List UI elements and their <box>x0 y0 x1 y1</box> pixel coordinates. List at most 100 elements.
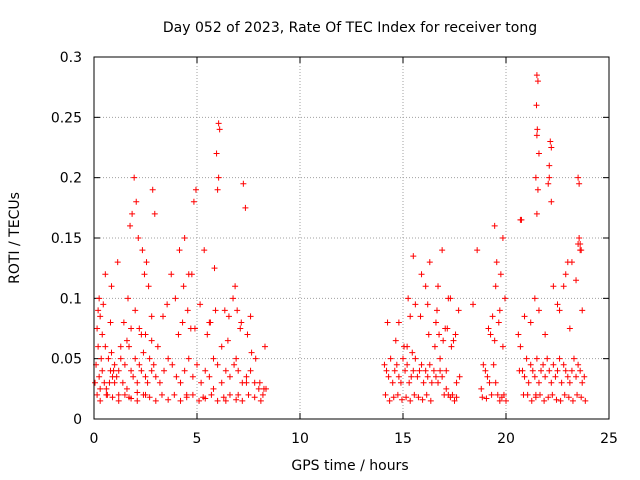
data-point <box>409 349 416 356</box>
data-point <box>410 253 417 260</box>
data-point <box>439 247 446 254</box>
data-point <box>395 319 402 326</box>
data-point <box>548 198 555 205</box>
data-point <box>491 222 498 229</box>
data-point <box>418 361 425 368</box>
data-point <box>561 391 568 398</box>
data-point <box>134 379 141 386</box>
y-tick-label: 0.2 <box>60 171 82 187</box>
data-point <box>177 379 184 386</box>
data-point <box>111 379 118 386</box>
data-point <box>222 367 229 374</box>
data-point <box>108 283 115 290</box>
data-point <box>234 307 241 314</box>
data-point <box>426 259 433 266</box>
data-point <box>189 373 196 380</box>
data-point <box>97 313 104 320</box>
data-point <box>204 331 211 338</box>
data-point <box>575 361 582 368</box>
data-point <box>169 361 176 368</box>
data-point <box>235 367 242 374</box>
x-tick-label: 15 <box>394 431 412 447</box>
data-point <box>383 367 390 374</box>
data-point <box>152 397 159 404</box>
data-point <box>151 210 158 217</box>
data-point <box>496 397 503 404</box>
data-point <box>455 307 462 314</box>
data-point <box>243 373 250 380</box>
data-point <box>134 389 141 396</box>
data-point <box>443 385 450 392</box>
data-point <box>402 367 409 374</box>
data-point <box>492 283 499 290</box>
data-point <box>190 198 197 205</box>
data-point <box>109 394 116 401</box>
x-axis-label: GPS time / hours <box>291 458 408 474</box>
data-point <box>107 319 114 326</box>
data-point <box>127 222 134 229</box>
data-point <box>102 271 109 278</box>
data-point <box>492 379 499 386</box>
data-point <box>95 343 102 350</box>
data-point <box>407 313 414 320</box>
data-point <box>490 361 497 368</box>
data-point <box>136 325 143 332</box>
data-point <box>566 379 573 386</box>
data-point <box>247 367 254 374</box>
data-point <box>495 319 502 326</box>
data-point <box>516 367 523 374</box>
y-tick-label: 0.3 <box>60 50 82 66</box>
data-point <box>486 379 493 386</box>
data-point <box>143 259 150 266</box>
data-point <box>448 343 455 350</box>
x-tick-label: 20 <box>497 431 515 447</box>
data-point <box>482 367 489 374</box>
data-point <box>412 301 419 308</box>
data-point <box>98 355 105 362</box>
data-point <box>226 391 233 398</box>
data-point <box>148 367 155 374</box>
data-point <box>392 337 399 344</box>
data-point <box>141 271 148 278</box>
data-points <box>92 72 589 404</box>
data-point <box>496 307 503 314</box>
data-point <box>96 373 103 380</box>
data-point <box>419 396 426 403</box>
data-point <box>115 367 122 374</box>
data-point <box>214 361 221 368</box>
data-point <box>435 379 442 386</box>
data-point <box>545 180 552 187</box>
data-point <box>560 361 567 368</box>
data-point <box>206 373 213 380</box>
data-point <box>138 331 145 338</box>
data-point <box>175 331 182 338</box>
data-point <box>106 379 113 386</box>
data-point <box>443 367 450 374</box>
data-point <box>232 283 239 290</box>
data-point <box>436 331 443 338</box>
data-point <box>408 373 415 380</box>
data-point <box>149 186 156 193</box>
data-point <box>230 295 237 302</box>
data-point <box>384 319 391 326</box>
data-point <box>115 397 122 404</box>
data-point <box>577 247 584 254</box>
y-tick-label: 0.15 <box>51 231 82 247</box>
x-tick-label: 0 <box>90 431 99 447</box>
data-point <box>148 313 155 320</box>
data-point <box>544 355 551 362</box>
data-point <box>126 394 133 401</box>
data-point <box>94 391 101 398</box>
data-point <box>387 355 394 362</box>
data-point <box>416 367 423 374</box>
data-point <box>562 271 569 278</box>
data-point <box>557 397 564 404</box>
data-point <box>259 391 266 398</box>
data-point <box>208 391 215 398</box>
x-tick-label: 5 <box>193 431 202 447</box>
data-point <box>432 373 439 380</box>
data-point <box>139 247 146 254</box>
data-point <box>503 397 509 404</box>
data-point <box>556 307 563 314</box>
